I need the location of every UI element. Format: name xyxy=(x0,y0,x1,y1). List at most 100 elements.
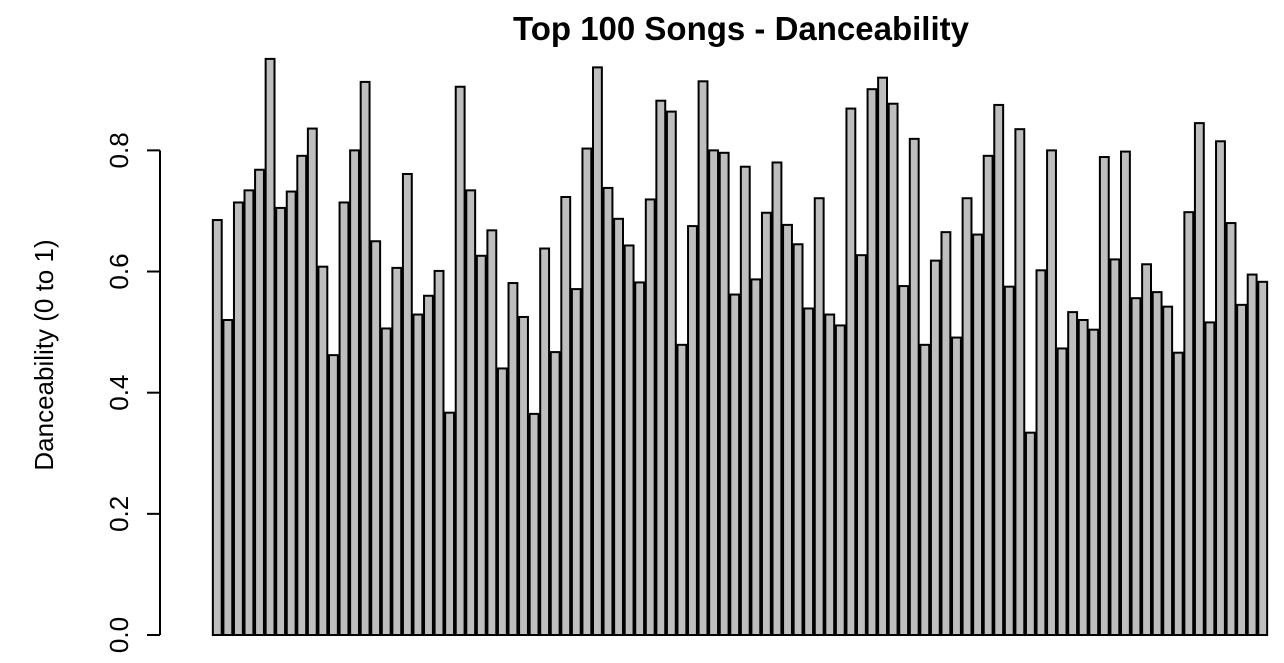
bar xyxy=(1151,291,1163,636)
y-tick-label: 0.0 xyxy=(104,617,134,653)
bar xyxy=(665,110,677,637)
bar xyxy=(433,269,445,636)
bar xyxy=(1130,297,1142,636)
bar xyxy=(1120,150,1131,637)
bar xyxy=(1141,263,1152,636)
bar xyxy=(486,229,498,637)
bar xyxy=(401,172,413,637)
bar xyxy=(877,76,888,637)
bar xyxy=(370,240,382,637)
bar xyxy=(750,278,762,636)
bar xyxy=(982,154,994,636)
bar xyxy=(729,293,741,636)
y-tick-label: 0.4 xyxy=(104,375,134,411)
bar xyxy=(222,318,234,636)
bar xyxy=(1098,156,1110,636)
bar xyxy=(908,137,920,637)
bar xyxy=(1193,122,1205,637)
bar xyxy=(412,313,424,636)
bar xyxy=(623,244,635,636)
bar xyxy=(539,247,551,636)
bar xyxy=(824,313,836,636)
bar xyxy=(1035,269,1047,636)
bar xyxy=(845,107,857,636)
bar xyxy=(676,343,688,636)
bar xyxy=(592,66,603,636)
bar xyxy=(211,219,223,636)
bar xyxy=(634,281,646,636)
bar xyxy=(518,315,529,636)
bar xyxy=(803,307,815,636)
bar xyxy=(951,336,962,636)
bar xyxy=(739,165,751,636)
bar xyxy=(275,206,287,636)
bar xyxy=(306,127,318,636)
bar xyxy=(887,102,899,637)
bar xyxy=(792,243,804,637)
bar xyxy=(1257,280,1269,636)
bar xyxy=(1246,273,1258,636)
bar xyxy=(866,88,878,637)
bar xyxy=(993,103,1005,637)
bar xyxy=(813,197,825,636)
bar xyxy=(1172,351,1184,636)
bar xyxy=(613,217,624,636)
y-axis-label: Danceability (0 to 1) xyxy=(29,239,59,470)
chart-title: Top 100 Songs - Danceability xyxy=(513,10,970,47)
bar xyxy=(708,149,720,636)
bar xyxy=(760,211,772,636)
bar xyxy=(856,254,867,636)
bar xyxy=(644,198,656,636)
bar xyxy=(581,147,593,637)
bar xyxy=(834,324,846,636)
bar xyxy=(549,351,561,636)
bar xyxy=(391,266,403,636)
bar xyxy=(697,80,709,636)
bar xyxy=(1225,222,1237,636)
bar xyxy=(296,154,308,636)
bar xyxy=(232,201,244,636)
bar xyxy=(1067,311,1079,636)
y-tick-label: 0.2 xyxy=(104,496,134,532)
bar xyxy=(1162,305,1174,636)
bars xyxy=(211,57,1269,637)
bar xyxy=(465,189,477,636)
bar xyxy=(771,161,783,636)
bar xyxy=(285,190,297,636)
bar xyxy=(782,223,793,636)
bar xyxy=(359,80,371,637)
bar xyxy=(1024,431,1036,637)
bar xyxy=(961,197,973,636)
bar xyxy=(687,225,698,636)
bar xyxy=(454,85,466,636)
bar xyxy=(1204,321,1216,636)
bar xyxy=(718,151,730,636)
bar xyxy=(444,411,456,636)
bar xyxy=(1215,140,1226,636)
bar xyxy=(919,343,931,636)
bar xyxy=(328,354,339,636)
bar xyxy=(528,412,540,637)
bar xyxy=(570,288,582,636)
bar xyxy=(475,254,487,636)
bar xyxy=(423,294,434,636)
bar xyxy=(929,259,941,636)
bar xyxy=(1056,347,1068,636)
bar xyxy=(1183,211,1195,636)
bar xyxy=(1236,303,1248,636)
bar xyxy=(243,189,255,636)
bar xyxy=(496,367,508,636)
bar xyxy=(1088,328,1100,636)
bar xyxy=(898,285,910,636)
bar xyxy=(1046,149,1057,636)
bar xyxy=(560,196,572,636)
y-tick-label: 0.8 xyxy=(104,132,134,168)
bar xyxy=(655,99,667,636)
bar xyxy=(602,186,614,636)
bar xyxy=(1014,128,1026,636)
y-tick-label: 0.6 xyxy=(104,253,134,289)
bar xyxy=(317,265,329,636)
bar xyxy=(1003,285,1015,636)
